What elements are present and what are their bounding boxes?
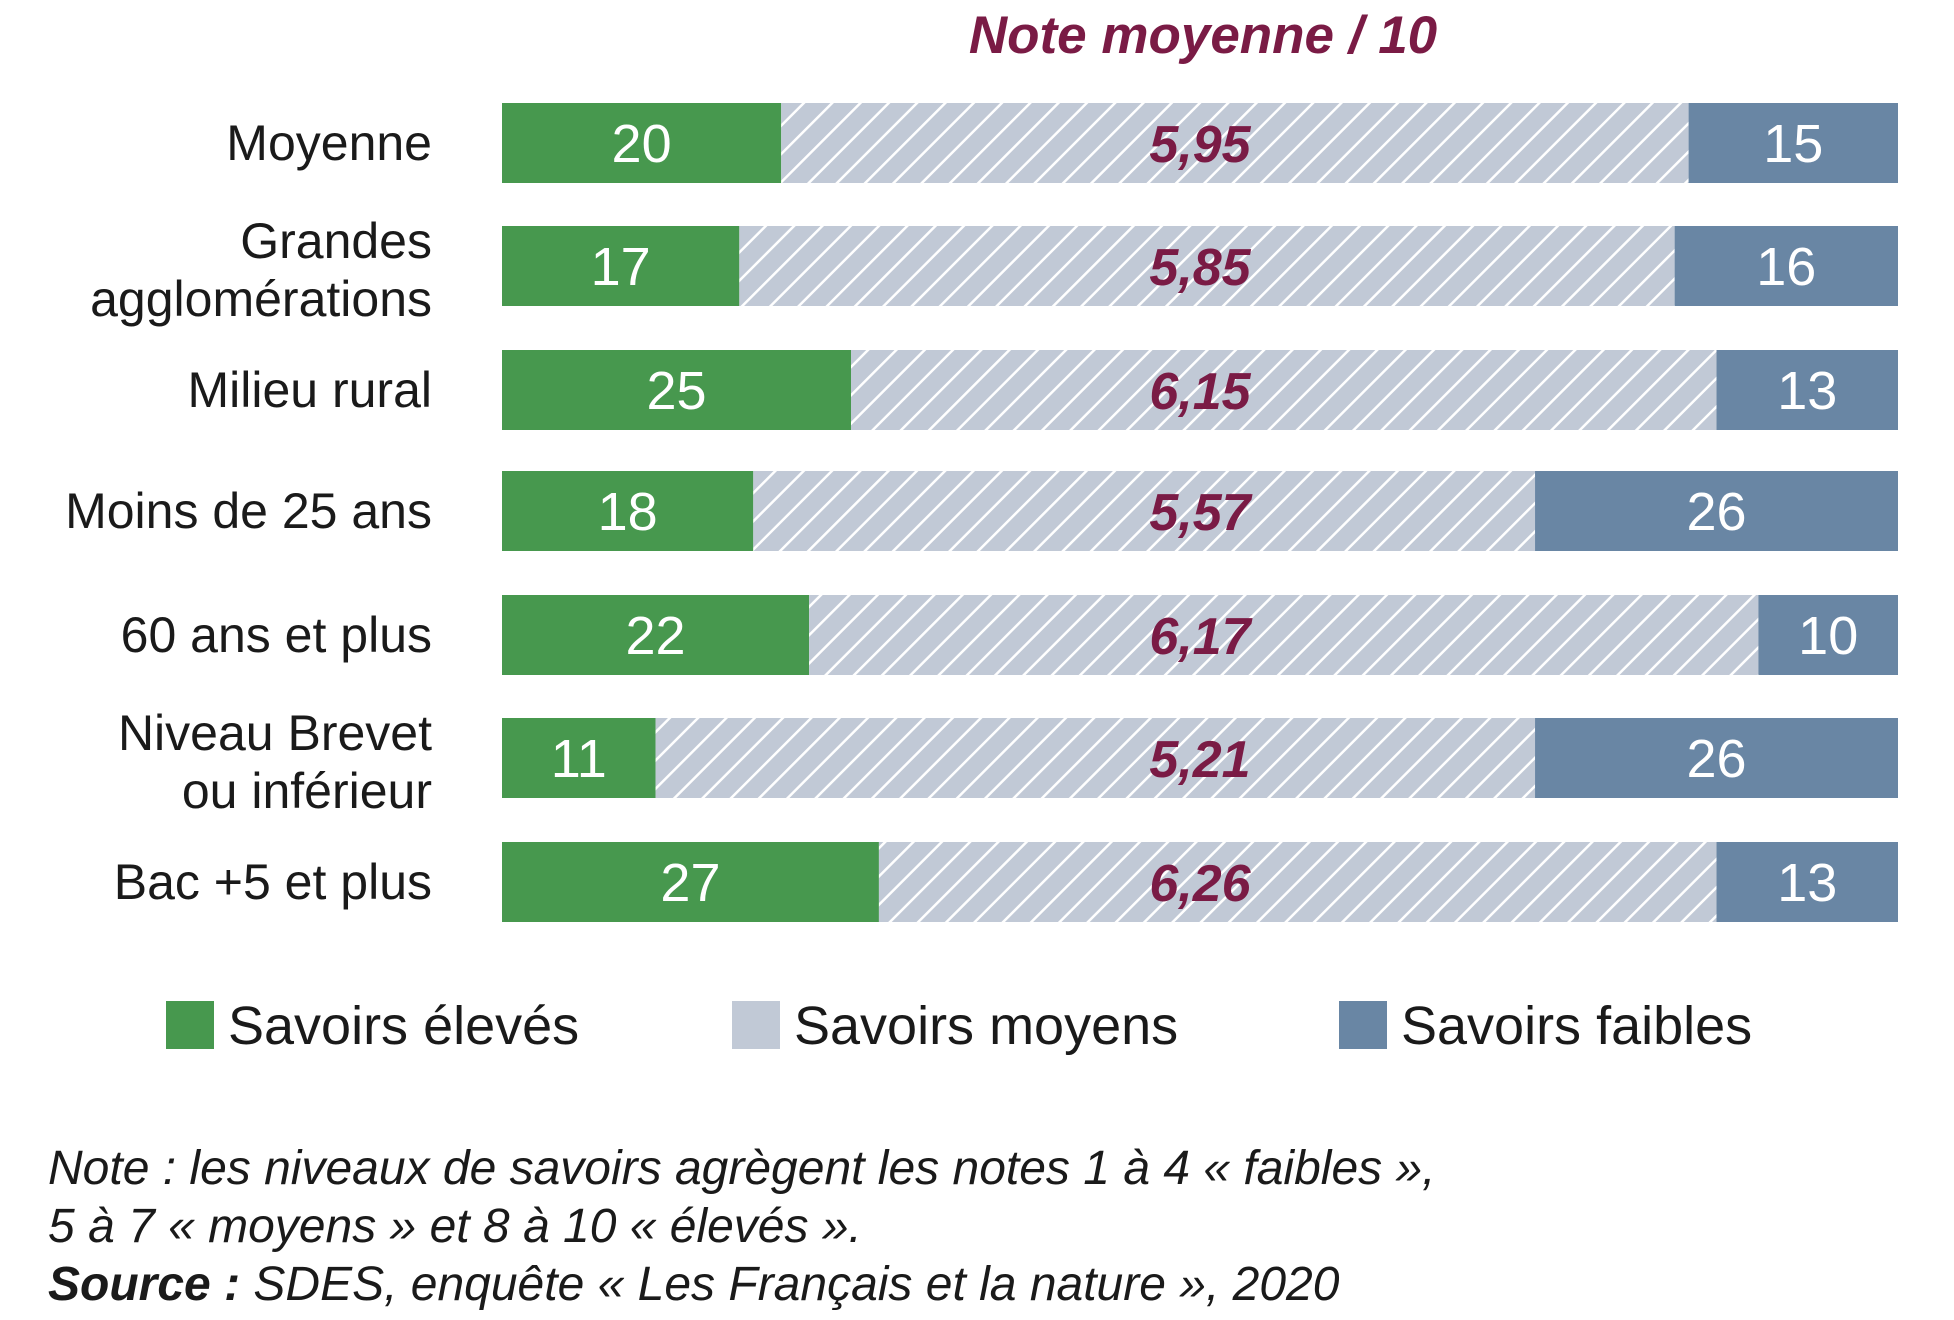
bar-segment-eleves [502,595,810,675]
category-label-line: Bac +5 et plus [114,854,432,910]
bar-segment-eleves [502,350,851,430]
average-score-label: 5,85 [1149,239,1251,297]
chart: Note moyenne / 10 Moyenne 20 15 5,95 Grandes… [65,6,1898,1056]
category-label: Moins de 25 ans [65,483,432,539]
note-line-1: Note : les niveaux de savoirs agrègent l… [48,1142,1436,1195]
bar-segment-moyens [753,471,1536,551]
category-label: Moyenne [226,115,432,171]
source-label: Source : [48,1258,241,1311]
data-label: 18 [598,482,658,542]
bar-segment-moyens [781,103,1689,183]
data-label: 11 [551,729,607,789]
average-score-label: 5,95 [1149,116,1251,174]
bar-segment-eleves [502,226,740,306]
legend-label: Savoirs moyens [794,996,1178,1056]
data-label: 15 [1763,114,1823,174]
bar-segment-moyens [655,718,1536,798]
data-label: 17 [591,237,651,297]
bar-segment-eleves [502,842,879,922]
legend-label: Savoirs élevés [228,996,579,1056]
bar-segment-moyens [809,595,1759,675]
average-score-label: 6,26 [1149,855,1251,913]
bar-segment-faibles [1535,718,1898,798]
category-label: Milieu rural [187,362,432,418]
data-label: 16 [1756,237,1816,297]
average-score-label: 5,57 [1149,484,1252,542]
data-label: 26 [1686,482,1746,542]
bar-segment-faibles [1688,103,1898,183]
data-label: 26 [1686,729,1746,789]
bar-segment-faibles [1674,226,1898,306]
legend-swatch [732,1001,780,1049]
category-label-line: Grandes [240,213,432,269]
source-line: Source : SDES, enquête « Les Français et… [48,1256,1436,1314]
bar-segment-moyens [739,226,1675,306]
data-label: 20 [612,114,672,174]
note-line-2: 5 à 7 « moyens » et 8 à 10 « élevés ». [48,1200,862,1253]
footnote: Note : les niveaux de savoirs agrègent l… [48,1140,1436,1314]
legend-swatch [1339,1001,1387,1049]
bar-segment-eleves [502,103,782,183]
bar-segment-moyens [878,842,1717,922]
average-score-label: 5,21 [1149,731,1250,789]
category-label-line: Moins de 25 ans [65,483,432,539]
bar-segment-faibles [1758,595,1898,675]
average-score-label: 6,15 [1149,363,1251,421]
legend-swatch [166,1001,214,1049]
category-label: Niveau Brevet ou inférieur [118,705,432,819]
bar-segment-faibles [1716,350,1898,430]
category-label: Bac +5 et plus [114,854,432,910]
bar-segment-moyens [851,350,1717,430]
category-label-line: Niveau Brevet [118,705,432,761]
category-label: Grandes agglomérations [90,213,432,327]
source-text: SDES, enquête « Les Français et la natur… [240,1258,1340,1311]
bar-segment-faibles [1716,842,1898,922]
category-label-line: agglomérations [90,271,432,327]
data-label: 25 [646,361,706,421]
data-label: 22 [626,606,686,666]
data-label: 10 [1798,606,1858,666]
category-label-line: Milieu rural [187,362,432,418]
average-score-title: Note moyenne / 10 [969,6,1437,65]
category-label-line: 60 ans et plus [121,607,432,663]
bar-segment-eleves [502,471,754,551]
bar-segment-eleves [502,718,656,798]
category-label-line: Moyenne [226,115,432,171]
category-label-line: ou inférieur [182,763,432,819]
legend-label: Savoirs faibles [1401,996,1752,1056]
data-label: 13 [1777,361,1837,421]
bars-layer: Moyenne 20 15 5,95 Grandes agglomérations 17 16… [65,103,1898,922]
data-label: 27 [660,853,720,913]
average-score-label: 6,17 [1149,608,1252,666]
data-label: 13 [1777,853,1837,913]
category-label: 60 ans et plus [121,607,432,663]
bar-segment-faibles [1535,471,1898,551]
legend: Savoirs élevés Savoirs moyens Savoirs faib… [166,996,1752,1056]
